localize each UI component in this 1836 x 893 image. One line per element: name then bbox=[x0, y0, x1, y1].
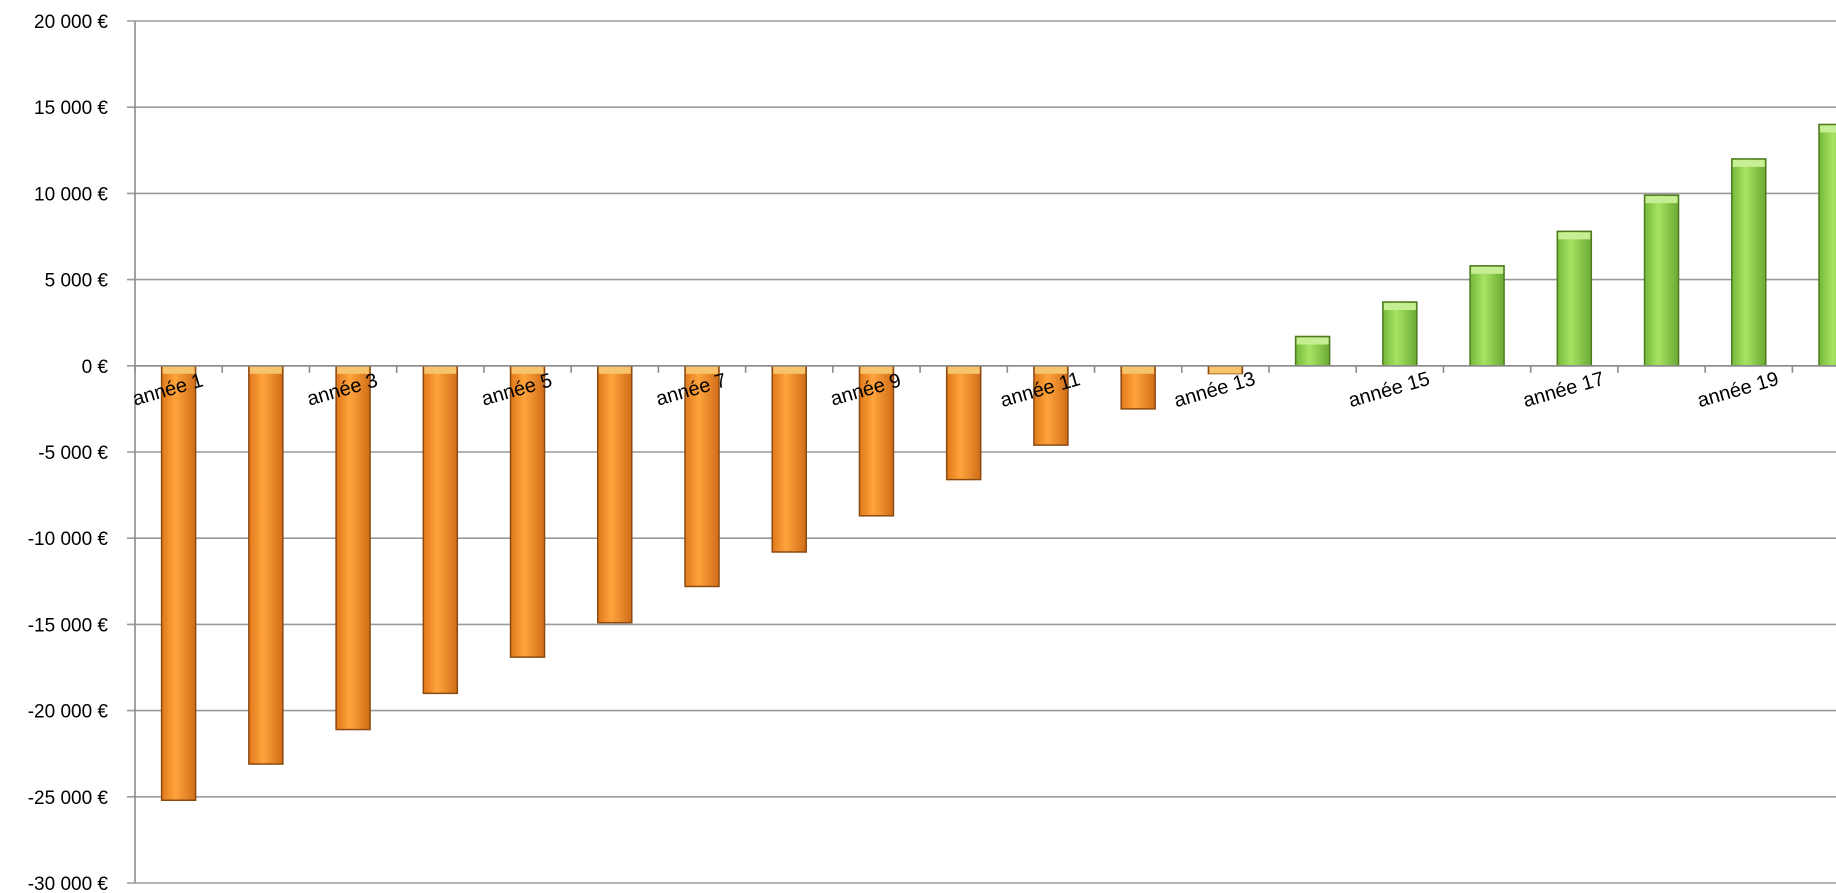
axes bbox=[134, 21, 1836, 883]
bar-bevel bbox=[773, 366, 806, 374]
y-tick-label: 10 000 € bbox=[34, 184, 108, 205]
bar-body bbox=[160, 365, 197, 801]
bar-body bbox=[335, 365, 371, 731]
y-tick-label: 20 000 € bbox=[34, 12, 108, 33]
bar-1 bbox=[160, 365, 197, 801]
bar-11 bbox=[1033, 365, 1069, 446]
bar-bevel bbox=[1122, 366, 1155, 374]
bar-bevel bbox=[1732, 159, 1765, 167]
bar-6 bbox=[597, 365, 633, 624]
bar-bevel bbox=[947, 366, 980, 374]
bar-19 bbox=[1731, 158, 1767, 367]
bar-bevel bbox=[162, 366, 195, 374]
y-tick-label: 0 € bbox=[82, 357, 109, 378]
y-axis-tick-labels: 20 000 € 15 000 € 10 000 € 5 000 € 0 € -5 000… bbox=[28, 12, 109, 893]
bar-10 bbox=[945, 365, 982, 481]
bar-body bbox=[1469, 265, 1505, 367]
y-tick-label: -30 000 € bbox=[28, 874, 109, 893]
y-tick-label: 5 000 € bbox=[45, 271, 109, 292]
bar-20 bbox=[1818, 123, 1836, 367]
bar-body bbox=[684, 365, 720, 588]
bar-4 bbox=[422, 365, 459, 695]
bar-bevel bbox=[1471, 266, 1504, 274]
bar-bevel bbox=[1209, 366, 1242, 374]
bar-bevel bbox=[1558, 232, 1591, 240]
bar-bevel bbox=[511, 366, 544, 374]
bar-bevel bbox=[1645, 196, 1678, 204]
bar-18 bbox=[1643, 194, 1680, 367]
bar-bevel bbox=[424, 366, 457, 374]
bar-2 bbox=[248, 365, 284, 765]
bars bbox=[160, 123, 1836, 801]
bar-bevel bbox=[1820, 125, 1836, 133]
bar-3 bbox=[335, 365, 371, 731]
bar-12 bbox=[1120, 365, 1156, 410]
bar-body bbox=[1382, 301, 1418, 367]
x-tick-label: année 13 bbox=[1172, 368, 1258, 412]
bar-body bbox=[1033, 365, 1069, 446]
bar-bevel bbox=[598, 366, 631, 374]
bar-bevel bbox=[337, 366, 370, 374]
bar-body bbox=[1643, 194, 1680, 367]
bar-body bbox=[248, 365, 284, 765]
y-tick-label: -10 000 € bbox=[28, 529, 109, 550]
bar-16 bbox=[1469, 265, 1505, 367]
x-tick-label: année 15 bbox=[1346, 368, 1432, 412]
x-tick-label: année 19 bbox=[1695, 368, 1781, 412]
y-tick-label: -20 000 € bbox=[28, 702, 109, 723]
bar-body bbox=[422, 365, 459, 695]
bar-9 bbox=[858, 365, 895, 517]
bar-body bbox=[1818, 123, 1836, 367]
bar-5 bbox=[509, 365, 546, 658]
y-tick-label: -15 000 € bbox=[28, 615, 109, 636]
bar-17 bbox=[1556, 230, 1593, 367]
bar-body bbox=[1731, 158, 1767, 367]
bar-bevel bbox=[1383, 303, 1416, 311]
y-tick-label: -5 000 € bbox=[38, 443, 108, 464]
bar-body bbox=[945, 365, 982, 481]
bar-bevel bbox=[686, 366, 718, 374]
bar-body bbox=[597, 365, 633, 624]
y-tick-label: -25 000 € bbox=[28, 788, 109, 809]
bar-14 bbox=[1294, 335, 1331, 367]
bar-bevel bbox=[1034, 366, 1067, 374]
bar-body bbox=[858, 365, 895, 517]
bar-bevel bbox=[249, 366, 282, 374]
bar-15 bbox=[1382, 301, 1418, 367]
y-tick-label: 15 000 € bbox=[34, 98, 108, 119]
bar-body bbox=[771, 365, 807, 553]
x-tick-label: année 17 bbox=[1521, 368, 1607, 412]
bar-body bbox=[509, 365, 546, 658]
bar-8 bbox=[771, 365, 807, 553]
gridlines bbox=[127, 20, 1836, 884]
bar-bevel bbox=[1296, 337, 1329, 345]
bar-body bbox=[1556, 230, 1593, 367]
bar-7 bbox=[684, 365, 720, 588]
bar-bevel bbox=[860, 366, 893, 374]
